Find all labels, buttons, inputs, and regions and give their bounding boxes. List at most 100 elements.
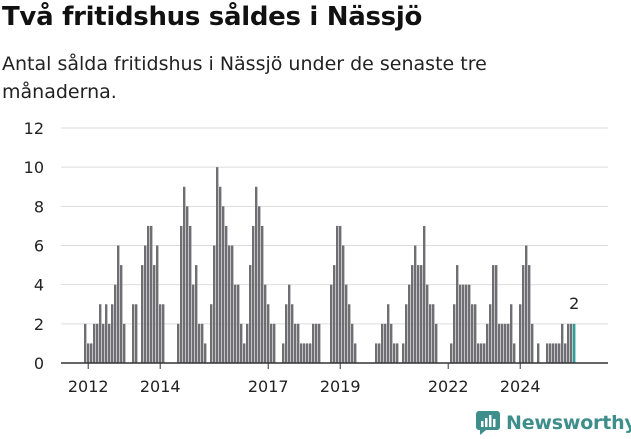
bar: [474, 304, 477, 363]
bar: [108, 323, 111, 363]
y-tick-label: 0: [34, 354, 44, 373]
bar: [489, 304, 492, 363]
bar: [498, 323, 501, 363]
bar: [513, 343, 516, 363]
bar: [303, 343, 306, 363]
bar: [378, 343, 381, 363]
x-tick-label: 2019: [320, 377, 361, 396]
newsworthy-brand: Newsworthy: [476, 408, 631, 438]
bar: [198, 323, 201, 363]
bar: [486, 323, 489, 363]
x-tick-label: 2024: [500, 377, 541, 396]
bar: [387, 304, 390, 363]
bar: [525, 245, 528, 363]
bar: [255, 186, 258, 363]
bar: [237, 284, 240, 363]
bar: [234, 284, 237, 363]
bar: [273, 323, 276, 363]
x-tick-label: 2022: [428, 377, 469, 396]
bar: [522, 265, 525, 363]
bar: [537, 343, 540, 363]
bar: [243, 343, 246, 363]
bar: [135, 304, 138, 363]
bar: [111, 304, 114, 363]
bar: [561, 323, 564, 363]
bar: [411, 265, 414, 363]
bar: [528, 265, 531, 363]
bar: [318, 323, 321, 363]
bar: [420, 265, 423, 363]
bar: [345, 284, 348, 363]
bar: [339, 225, 342, 363]
bar: [183, 186, 186, 363]
bar: [468, 284, 471, 363]
bar: [483, 343, 486, 363]
bar: [501, 323, 504, 363]
y-tick-label: 2: [34, 315, 44, 334]
bar: [180, 225, 183, 363]
x-tick-label: 2012: [68, 377, 109, 396]
bar: [177, 323, 180, 363]
bar: [246, 323, 249, 363]
bar: [195, 265, 198, 363]
bar: [105, 304, 108, 363]
bar: [201, 323, 204, 363]
bar: [384, 323, 387, 363]
y-tick-label: 12: [24, 119, 44, 138]
x-tick-label: 2017: [248, 377, 289, 396]
bar: [186, 206, 189, 363]
bar: [291, 304, 294, 363]
bar: [510, 304, 513, 363]
bar: [456, 265, 459, 363]
bar: [504, 323, 507, 363]
bar: [90, 343, 93, 363]
bar: [417, 265, 420, 363]
bar: [210, 304, 213, 363]
bar: [231, 245, 234, 363]
bar: [99, 304, 102, 363]
bar: [381, 323, 384, 363]
bar: [123, 323, 126, 363]
bar: [162, 304, 165, 363]
bar: [93, 323, 96, 363]
bar: [222, 206, 225, 363]
bar: [351, 323, 354, 363]
bar: [252, 225, 255, 363]
bar: [312, 323, 315, 363]
bar: [153, 265, 156, 363]
bar: [297, 323, 300, 363]
bar: [300, 343, 303, 363]
bar: [114, 284, 117, 363]
bar: [336, 225, 339, 363]
bar: [408, 284, 411, 363]
bar: [507, 323, 510, 363]
bar: [264, 284, 267, 363]
bar: [240, 323, 243, 363]
bar: [375, 343, 378, 363]
bar: [225, 225, 228, 363]
bar: [306, 343, 309, 363]
bar: [552, 343, 555, 363]
bar: [567, 323, 570, 363]
bar: [330, 284, 333, 363]
bar: [549, 343, 552, 363]
newsworthy-logo-icon: [476, 411, 500, 435]
bar: [564, 343, 567, 363]
bar: [258, 206, 261, 363]
bar: [453, 304, 456, 363]
bar: [558, 343, 561, 363]
bar: [519, 304, 522, 363]
bar: [435, 323, 438, 363]
bar: [147, 225, 150, 363]
bar: [249, 265, 252, 363]
bar: [531, 323, 534, 363]
bar: [555, 343, 558, 363]
bar: [465, 284, 468, 363]
bar: [285, 304, 288, 363]
bar: [102, 323, 105, 363]
bar: [426, 284, 429, 363]
bar: [228, 245, 231, 363]
y-tick-label: 10: [24, 158, 44, 177]
bar: [189, 225, 192, 363]
bar: [294, 323, 297, 363]
